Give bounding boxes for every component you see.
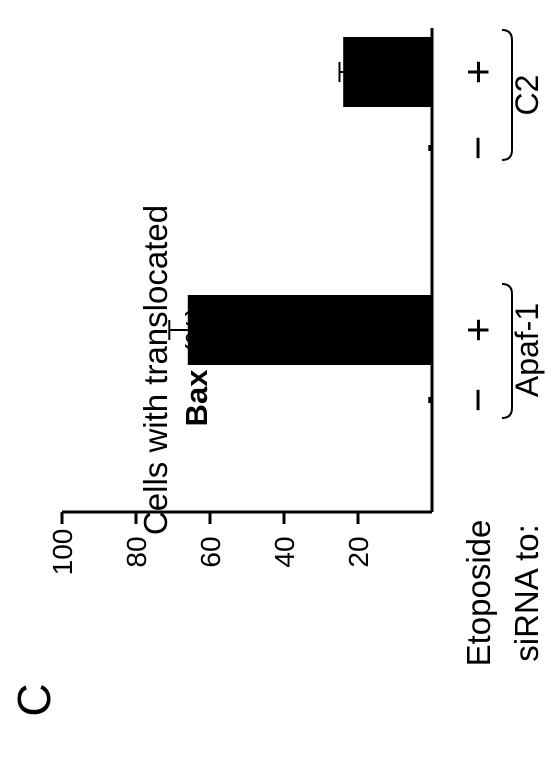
y-axis-title-line1: Cells with translocated: [137, 205, 174, 535]
category-label-0: −: [454, 388, 501, 413]
group-label-apaf1: Apaf-1: [509, 303, 545, 397]
panel-label: C: [8, 683, 60, 716]
tick-label-60: 60: [195, 536, 226, 567]
bar-2: [428, 145, 432, 151]
tick-label-80: 80: [121, 536, 152, 567]
tick-label-group: 100 80 60 40 20: [47, 529, 374, 576]
group-label-c2: C2: [509, 75, 545, 116]
category-label-1: +: [454, 318, 501, 343]
row-label-etoposide: Etoposide: [460, 520, 497, 667]
tick-group: [60, 512, 360, 524]
bar-1: [187, 295, 432, 365]
bar-chart: Cells with translocated Bax (%) 10080604…: [47, 28, 545, 666]
category-label-3: +: [454, 60, 501, 85]
tick-label-40: 40: [269, 536, 300, 567]
category-label-group: − + − +: [454, 60, 501, 413]
bar-0: [428, 397, 432, 403]
y-axis-title-bax: Bax: [179, 369, 214, 427]
bar-3: [343, 37, 432, 107]
bar-group: [168, 37, 432, 403]
group-bracket-c2: [501, 29, 513, 161]
category-label-2: −: [454, 136, 501, 161]
group-bracket-apaf1: [501, 283, 513, 419]
row-label-sirna: siRNA to:: [508, 524, 545, 662]
tick-label-20: 20: [343, 536, 374, 567]
tick-label-100: 100: [47, 529, 78, 576]
